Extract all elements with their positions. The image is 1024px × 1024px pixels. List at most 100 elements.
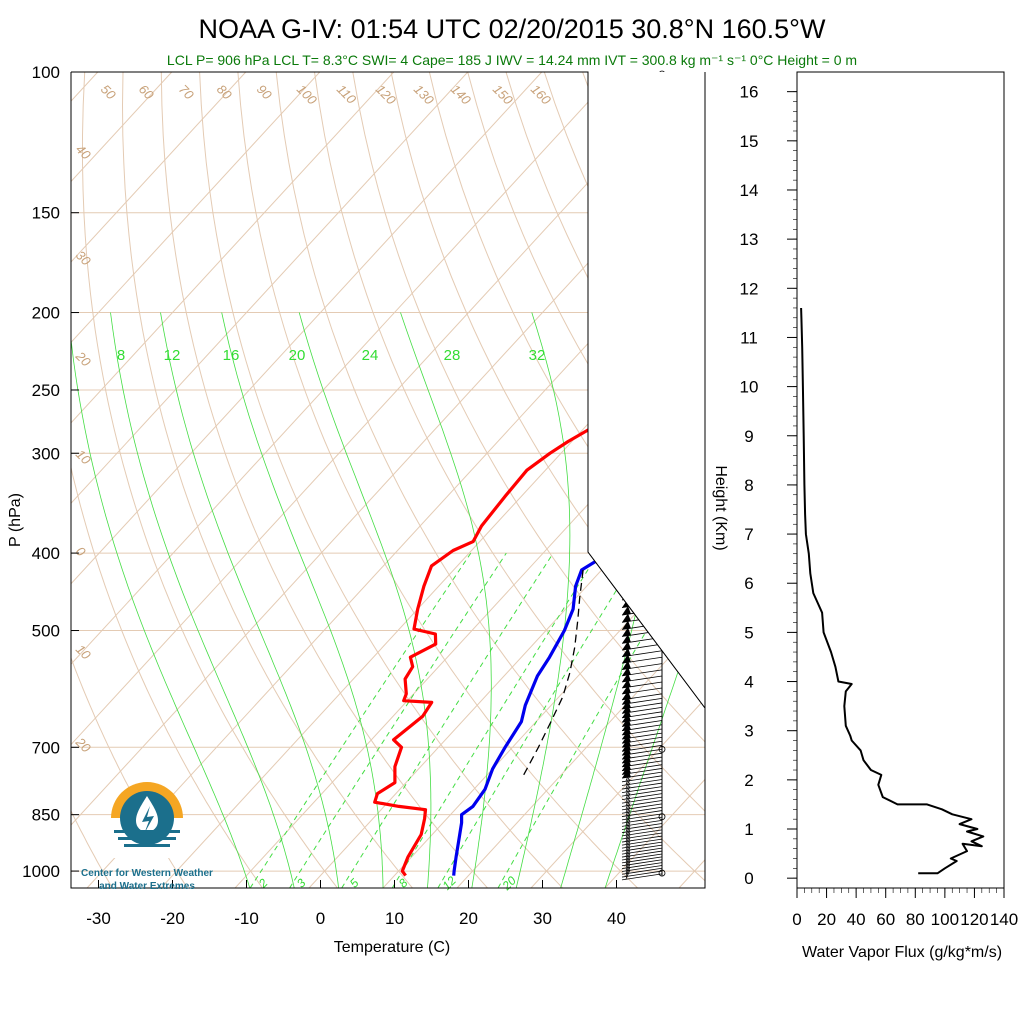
skewt-frame xyxy=(70,71,706,889)
wind-barb-flag xyxy=(622,769,631,779)
wind-barb-feather xyxy=(625,775,631,785)
mixing-ratio-line xyxy=(497,552,694,888)
mixing-ratio-line xyxy=(437,552,640,888)
dry-adiabat-line xyxy=(774,72,1024,888)
logo-wave-1 xyxy=(114,830,180,833)
isotherm-line xyxy=(382,537,705,888)
y-tick-label: 250 xyxy=(32,381,60,400)
wind-barb-flag xyxy=(622,660,631,670)
wind-barb-feather xyxy=(625,864,631,874)
isotherm-line xyxy=(678,859,705,888)
wind-barb-feather xyxy=(625,796,631,806)
y-tick-label: 700 xyxy=(32,738,60,757)
x-tick-label: 20 xyxy=(459,909,478,928)
moist-adiabat-line xyxy=(160,312,339,888)
x-tick-label: -10 xyxy=(234,909,259,928)
wind-barb-feather xyxy=(625,831,631,842)
wind-barb-feather xyxy=(625,825,631,836)
wind-barb-feather xyxy=(625,837,631,848)
wind-barb-feather xyxy=(625,828,631,839)
skewt-mask xyxy=(588,72,705,708)
wind-barb xyxy=(621,870,663,878)
mixing-ratio-bottom-label: 2 xyxy=(255,876,271,892)
dry-adiabat-label: 120 xyxy=(373,82,399,108)
moist-adiabat-line xyxy=(110,312,295,888)
right-y-axis-title: Height (Km) xyxy=(712,465,729,550)
isotherm-line xyxy=(71,72,395,424)
moist-adiabat-line xyxy=(515,312,571,888)
wind-barb-feather xyxy=(625,840,631,851)
y-tick-label: 300 xyxy=(32,444,60,463)
dry-adiabat-line xyxy=(71,656,188,888)
wind-barb-flag xyxy=(622,620,631,630)
wind-barb-feather xyxy=(625,792,631,803)
isotherm-line xyxy=(71,72,617,665)
wind-barb-flag xyxy=(622,654,631,664)
mixing-ratio-label: 28 xyxy=(444,347,461,364)
wind-barb-feather xyxy=(625,861,631,871)
isotherm-label: 10 xyxy=(73,642,94,663)
logo-wave-2 xyxy=(118,837,176,840)
x-tick-label: -30 xyxy=(86,909,111,928)
mixing-ratio-label: 32 xyxy=(529,347,546,364)
wind-barb-feather xyxy=(625,866,631,877)
wind-barb-flag xyxy=(622,647,631,657)
wind-barb-feather xyxy=(625,849,631,860)
right-x-tick-label: 60 xyxy=(876,910,895,929)
dry-adiabat-line xyxy=(428,72,705,605)
y-tick-label: 1000 xyxy=(22,862,60,881)
wind-barb-flag xyxy=(622,679,631,689)
wind-barb-feather xyxy=(625,803,631,813)
cw3e-logo: Center for Western Weather and Water Ext… xyxy=(81,782,213,892)
isotherm-line xyxy=(0,72,24,888)
mixing-ratio-label: 8 xyxy=(117,347,125,364)
right-y-tick-label: 4 xyxy=(744,673,753,692)
dry-adiabat-line xyxy=(237,72,638,888)
x-tick-label: 40 xyxy=(607,909,626,928)
right-x-tick-label: 40 xyxy=(847,910,866,929)
wind-barb-flag xyxy=(622,613,631,623)
skewt-border-cut xyxy=(587,72,706,709)
dry-adiabat-line xyxy=(82,72,338,888)
y-tick-label: 400 xyxy=(32,544,60,563)
isotherm-label: 10 xyxy=(73,447,94,468)
wind-barb-feather xyxy=(625,855,631,865)
isotherm-line xyxy=(71,72,469,505)
dry-adiabat-line xyxy=(352,72,705,743)
wind-barb-feather xyxy=(625,799,631,810)
right-y-tick-label: 0 xyxy=(744,869,753,888)
y-tick-label: 100 xyxy=(32,63,60,82)
right-y-tick-label: 13 xyxy=(740,230,759,249)
wind-barb-flag xyxy=(622,627,631,637)
barb-calm-circle xyxy=(658,745,666,753)
x-tick-label: 10 xyxy=(385,909,404,928)
wind-barb-feather xyxy=(625,812,631,823)
wind-barb-feather xyxy=(625,869,631,879)
right-x-axis-title: Water Vapor Flux (g/kg*m/s) xyxy=(802,944,1002,961)
logo-wave-3 xyxy=(124,844,170,847)
chart-title: NOAA G-IV: 01:54 UTC 02/20/2015 30.8°N 1… xyxy=(199,14,826,44)
wind-barb-feather xyxy=(625,806,631,816)
barb-calm-circle xyxy=(658,869,666,877)
right-y-tick-label: 11 xyxy=(740,328,758,347)
mixing-ratio-line xyxy=(289,552,507,888)
wind-barb xyxy=(621,873,663,881)
dry-adiabat-label: 140 xyxy=(448,82,474,108)
moist-adiabat-line xyxy=(604,590,705,888)
skewt-background-lines xyxy=(0,72,1024,888)
barb-calm-circle xyxy=(658,813,666,821)
right-y-tick-label: 16 xyxy=(740,83,759,102)
mixing-ratio-bottom-label: 20 xyxy=(499,873,519,893)
wind-barb-feather xyxy=(625,789,631,799)
logo-text-line2: and Water Extremes xyxy=(99,881,195,892)
y-tick-label: 200 xyxy=(32,304,60,323)
mixing-ratio-label: 20 xyxy=(289,347,306,364)
dry-adiabat-line xyxy=(160,72,488,888)
right-x-tick-label: 100 xyxy=(931,910,959,929)
wind-barb-feather xyxy=(625,858,631,868)
right-y-tick-label: 9 xyxy=(744,427,753,446)
moist-adiabat-line xyxy=(298,312,432,888)
dry-adiabat-label: 70 xyxy=(176,82,197,103)
water-vapor-flux-profile xyxy=(800,307,985,875)
mixing-ratio-bottom-label: 12 xyxy=(439,873,459,893)
